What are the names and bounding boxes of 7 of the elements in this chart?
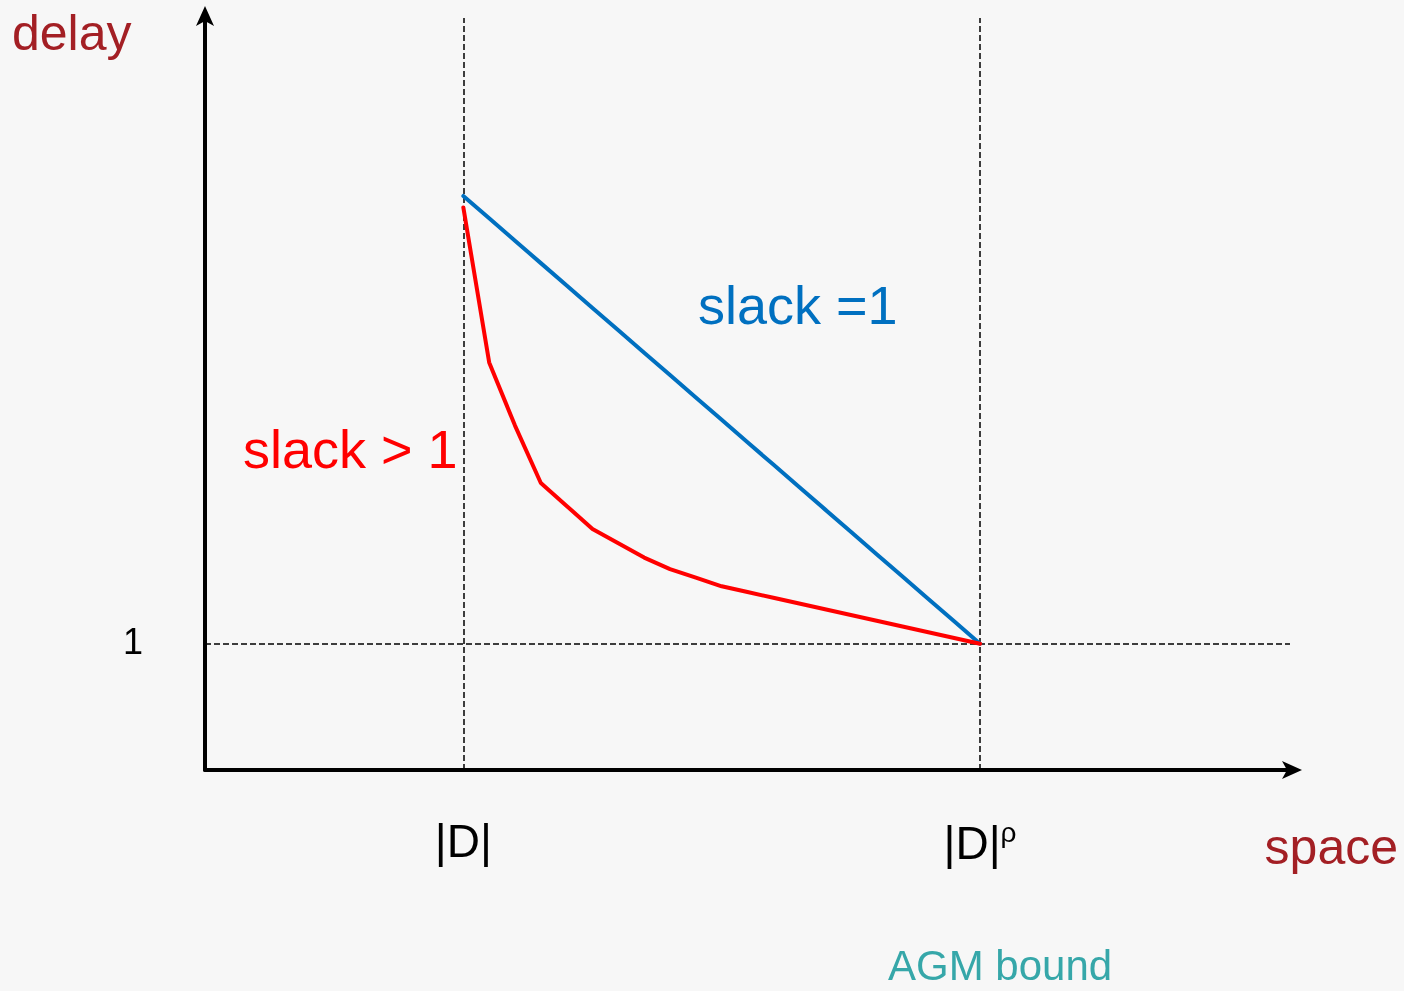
text: AGM bound xyxy=(888,941,1113,989)
series-label: slack =1 xyxy=(698,275,898,335)
series-label: slack > 1 xyxy=(243,419,458,479)
y-axis-title: delay xyxy=(12,5,132,61)
text: 1 xyxy=(123,621,144,663)
x-tick-label: |D| xyxy=(434,815,492,867)
x-axis-title: space xyxy=(1264,819,1399,875)
